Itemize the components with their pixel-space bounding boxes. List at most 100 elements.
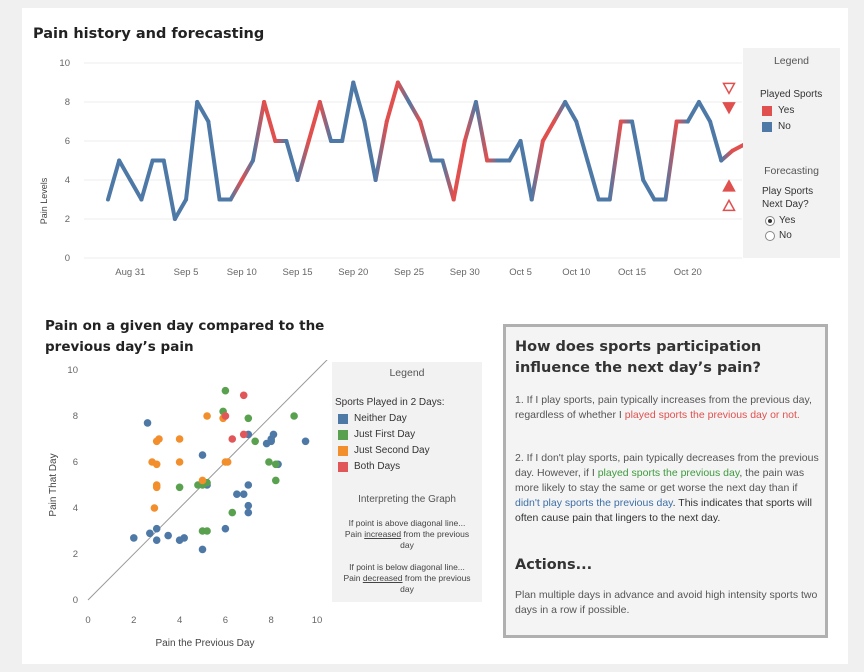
pain-line-segment[interactable] [607, 119, 623, 202]
point-neither-day[interactable] [198, 451, 207, 459]
point-just-first-day[interactable] [290, 412, 298, 420]
pain-line-segment[interactable] [262, 100, 278, 143]
pain-line-segment[interactable] [340, 80, 356, 143]
pain-line-segment[interactable] [462, 100, 478, 143]
forecast-marker[interactable] [722, 179, 736, 192]
pain-line-segment[interactable] [161, 158, 177, 221]
pain-line-segment[interactable] [585, 158, 601, 202]
forecast-option-no[interactable]: No [779, 230, 792, 241]
pain-line-segment[interactable] [418, 119, 434, 163]
pain-line-segment[interactable] [239, 158, 255, 182]
pain-line-segment[interactable] [719, 148, 735, 163]
forecast-radio-no[interactable] [765, 231, 775, 241]
legend-swatch-first[interactable] [338, 430, 348, 440]
pain-line-segment[interactable] [172, 197, 189, 221]
point-neither-day[interactable] [221, 524, 230, 533]
pain-line-segment[interactable] [284, 139, 300, 182]
point-both-days[interactable] [239, 430, 248, 439]
forecast-markers[interactable] [722, 82, 736, 212]
point-just-second-day[interactable] [152, 437, 161, 446]
point-just-second-day[interactable] [152, 483, 161, 492]
pain-line-segment[interactable] [373, 119, 389, 182]
point-just-second-day[interactable] [198, 476, 207, 485]
point-neither-day[interactable] [143, 419, 152, 427]
point-just-first-day[interactable] [175, 483, 184, 492]
point-both-days[interactable] [221, 412, 230, 420]
pain-line-segment[interactable] [306, 100, 322, 143]
point-just-first-day[interactable] [221, 386, 230, 395]
pain-line-segment[interactable] [362, 119, 378, 182]
point-neither-day[interactable] [244, 501, 253, 510]
point-neither-day[interactable] [239, 490, 248, 498]
scatter-chart[interactable]: 0 2 4 6 8 10 0 2 4 6 8 10 Pain That Day Pain the P… [40, 360, 332, 652]
pain-line-segment[interactable] [228, 178, 244, 202]
pain-line-segment[interactable] [507, 139, 523, 163]
pain-line-segment[interactable] [574, 119, 590, 163]
pain-line-segment[interactable] [184, 100, 200, 202]
forecast-marker[interactable] [722, 198, 736, 212]
pain-line-segment[interactable] [473, 100, 490, 163]
pain-line-segment[interactable] [696, 100, 713, 124]
pain-line-segment[interactable] [106, 158, 122, 202]
pain-line-segment[interactable] [407, 100, 423, 124]
forecast-marker[interactable] [722, 102, 736, 115]
pain-line-segment[interactable] [540, 119, 556, 143]
point-just-first-day[interactable] [271, 476, 280, 485]
point-neither-day[interactable] [233, 490, 241, 498]
pain-line-segment[interactable] [317, 100, 333, 143]
point-neither-day[interactable] [146, 529, 154, 538]
point-just-first-day[interactable] [228, 508, 237, 517]
point-just-second-day[interactable] [152, 460, 161, 469]
pain-line-segment[interactable] [117, 158, 133, 182]
pain-line-segment[interactable] [708, 119, 724, 163]
pain-line-segment[interactable] [395, 80, 412, 104]
point-neither-day[interactable] [152, 524, 161, 533]
point-just-first-day[interactable] [244, 414, 253, 423]
point-just-first-day[interactable] [203, 527, 211, 535]
pain-line-segment[interactable] [440, 158, 456, 202]
point-just-second-day[interactable] [175, 435, 184, 443]
point-neither-day[interactable] [244, 508, 253, 517]
pain-line-segment[interactable] [351, 80, 367, 124]
point-just-second-day[interactable] [223, 458, 232, 466]
pain-line-segment[interactable] [529, 139, 545, 202]
point-both-days[interactable] [228, 435, 237, 443]
pain-line-segment[interactable] [685, 100, 701, 124]
point-just-second-day[interactable] [175, 458, 184, 466]
legend-swatch-neither[interactable] [338, 414, 348, 424]
point-neither-day[interactable] [130, 534, 138, 542]
pain-line-segment[interactable] [663, 119, 679, 202]
legend-swatch-yes[interactable] [762, 106, 772, 116]
pain-line-segment[interactable] [552, 100, 568, 124]
pain-line-segment[interactable] [630, 119, 646, 182]
point-neither-day[interactable] [164, 531, 172, 540]
pain-line-segment[interactable] [295, 139, 311, 182]
legend-swatch-both[interactable] [338, 462, 348, 472]
forecast-option-yes[interactable]: Yes [779, 215, 796, 226]
point-neither-day[interactable] [262, 439, 271, 448]
forecast-radio-yes[interactable] [765, 216, 775, 226]
point-neither-day[interactable] [269, 430, 278, 439]
pain-line-segment[interactable] [641, 178, 657, 202]
point-just-second-day[interactable] [150, 504, 159, 512]
point-neither-day[interactable] [152, 536, 161, 544]
line-chart[interactable]: 0 2 4 6 8 10 Aug 31 Sep 5 Sep 10 Sep 15 Sep 20 Sep… [30, 48, 750, 288]
point-just-first-day[interactable] [265, 458, 273, 466]
point-just-first-day[interactable] [251, 437, 259, 446]
pain-line-segment[interactable] [730, 142, 746, 153]
pain-line-segment[interactable] [195, 100, 211, 124]
point-just-first-day[interactable] [271, 460, 280, 469]
point-neither-day[interactable] [301, 437, 310, 446]
point-neither-day[interactable] [180, 534, 188, 542]
pain-line-segment[interactable] [206, 119, 222, 202]
pain-line-segment[interactable] [128, 178, 144, 202]
point-just-second-day[interactable] [203, 412, 211, 420]
legend-swatch-second[interactable] [338, 446, 348, 456]
line-chart-series[interactable] [106, 80, 746, 221]
pain-line-segment[interactable] [384, 80, 400, 124]
pain-line-segment[interactable] [250, 100, 267, 163]
pain-line-segment[interactable] [451, 139, 467, 202]
point-neither-day[interactable] [244, 481, 253, 489]
forecast-marker[interactable] [722, 82, 736, 95]
legend-swatch-no[interactable] [762, 122, 772, 132]
